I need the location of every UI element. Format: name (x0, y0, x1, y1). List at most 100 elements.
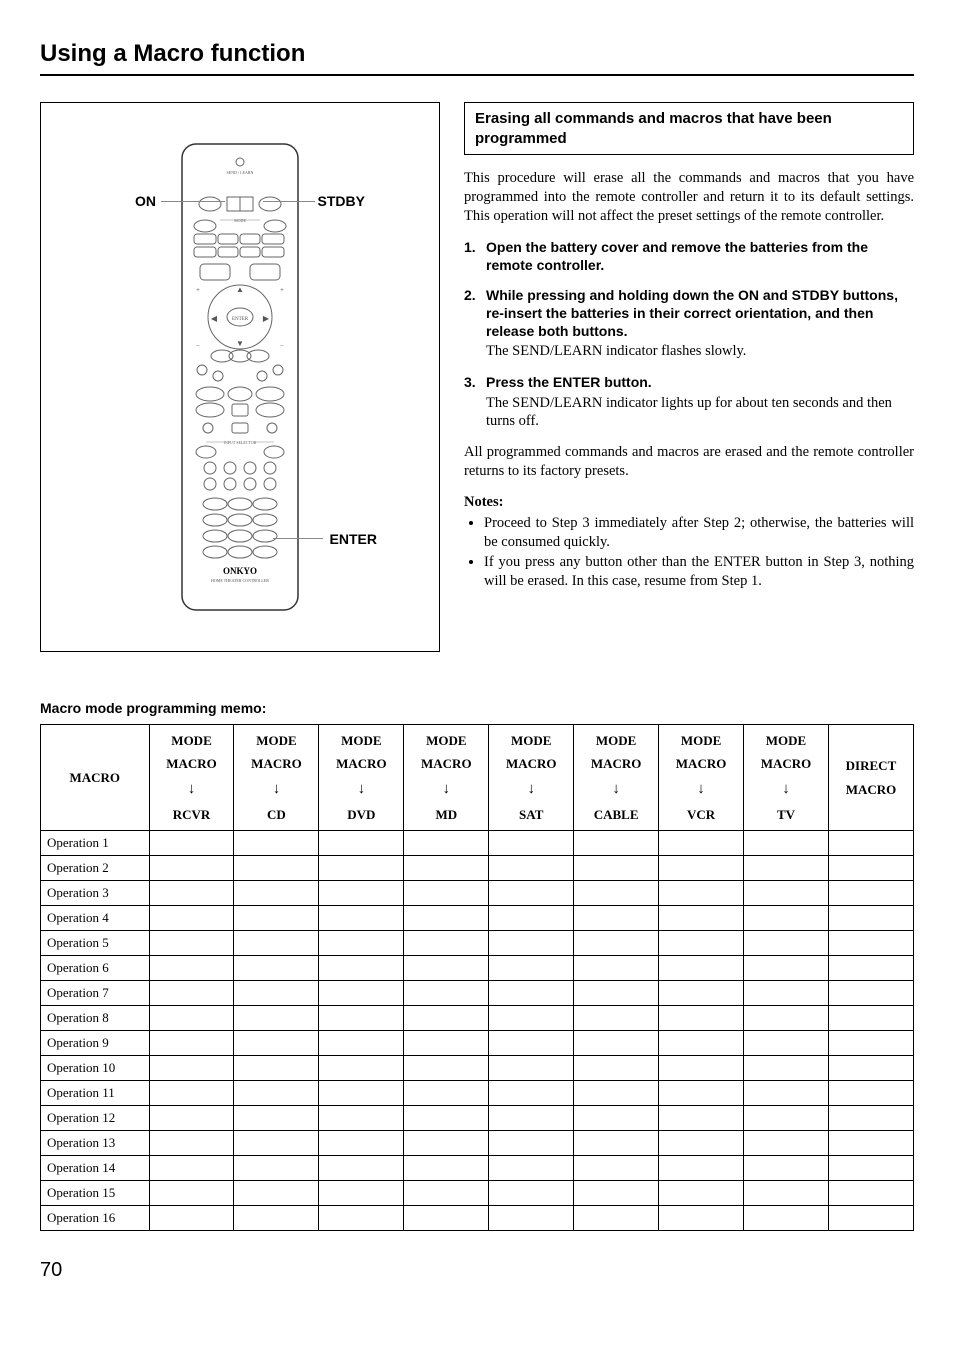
empty-cell (149, 1206, 234, 1231)
empty-cell (234, 1206, 319, 1231)
empty-cell (149, 956, 234, 981)
page-number: 70 (40, 1259, 914, 1282)
table-row: Operation 2 (41, 856, 914, 881)
empty-cell (319, 1081, 404, 1106)
empty-cell (404, 906, 489, 931)
empty-cell (659, 1031, 744, 1056)
col-head: MODEMACRO↓TV (744, 725, 829, 831)
empty-cell (574, 1056, 659, 1081)
svg-text:+: + (196, 286, 200, 294)
empty-cell (574, 1081, 659, 1106)
empty-cell (659, 931, 744, 956)
table-row: Operation 13 (41, 1131, 914, 1156)
empty-cell (659, 881, 744, 906)
empty-cell (404, 881, 489, 906)
empty-cell (828, 1031, 913, 1056)
empty-cell (574, 1181, 659, 1206)
callout-enter: ENTER (330, 531, 377, 547)
empty-cell (828, 1056, 913, 1081)
col-head: MODEMACRO↓DVD (319, 725, 404, 831)
empty-cell (489, 956, 574, 981)
empty-cell (828, 881, 913, 906)
empty-cell (404, 1181, 489, 1206)
callout-stdby: STDBY (318, 193, 365, 209)
empty-cell (404, 1031, 489, 1056)
empty-cell (319, 856, 404, 881)
empty-cell (828, 1206, 913, 1231)
empty-cell (404, 856, 489, 881)
empty-cell (744, 856, 829, 881)
empty-cell (744, 1106, 829, 1131)
empty-cell (319, 1156, 404, 1181)
empty-cell (404, 956, 489, 981)
empty-cell (319, 1006, 404, 1031)
step-head: While pressing and holding down the ON a… (486, 286, 914, 341)
step-head: Open the battery cover and remove the ba… (486, 238, 914, 274)
svg-text:+: + (280, 286, 284, 294)
empty-cell (828, 1156, 913, 1181)
two-column-layout: ON STDBY ENTER SEND / LEARN MODE (40, 102, 914, 652)
table-row: Operation 4 (41, 906, 914, 931)
col-head: MODEMACRO↓SAT (489, 725, 574, 831)
row-label: Operation 8 (41, 1006, 150, 1031)
empty-cell (744, 956, 829, 981)
svg-text:−: − (280, 342, 284, 350)
step-number: 2. (464, 286, 486, 361)
callout-line (161, 201, 225, 202)
step-number: 1. (464, 238, 486, 274)
step-number: 3. (464, 373, 486, 431)
empty-cell (149, 1056, 234, 1081)
empty-cell (319, 1031, 404, 1056)
svg-text:SEND / LEARN: SEND / LEARN (227, 170, 254, 175)
col-head: MODEMACRO↓RCVR (149, 725, 234, 831)
empty-cell (574, 906, 659, 931)
left-column: ON STDBY ENTER SEND / LEARN MODE (40, 102, 440, 652)
empty-cell (234, 856, 319, 881)
empty-cell (234, 956, 319, 981)
empty-cell (659, 1156, 744, 1181)
row-label: Operation 5 (41, 931, 150, 956)
empty-cell (744, 1031, 829, 1056)
empty-cell (828, 1006, 913, 1031)
svg-text:◀: ◀ (211, 314, 218, 323)
empty-cell (574, 931, 659, 956)
empty-cell (234, 1181, 319, 1206)
empty-cell (489, 981, 574, 1006)
empty-cell (489, 1181, 574, 1206)
empty-cell (828, 906, 913, 931)
svg-text:▲: ▲ (236, 285, 244, 294)
empty-cell (489, 1031, 574, 1056)
empty-cell (319, 956, 404, 981)
empty-cell (149, 1031, 234, 1056)
empty-cell (574, 956, 659, 981)
empty-cell (319, 1131, 404, 1156)
empty-cell (149, 931, 234, 956)
step-sub: The SEND/LEARN indicator flashes slowly. (486, 342, 914, 361)
table-row: Operation 9 (41, 1031, 914, 1056)
empty-cell (744, 1181, 829, 1206)
table-body: Operation 1Operation 2Operation 3Operati… (41, 831, 914, 1231)
remote-icon: SEND / LEARN MODE (180, 142, 300, 612)
empty-cell (404, 831, 489, 856)
table-row: Operation 5 (41, 931, 914, 956)
note-item: Proceed to Step 3 immediately after Step… (484, 514, 914, 552)
empty-cell (574, 881, 659, 906)
step-item: 3. Press the ENTER button. The SEND/LEAR… (464, 373, 914, 431)
empty-cell (404, 1156, 489, 1181)
corner-cell: MACRO (41, 725, 150, 831)
remote-figure: ON STDBY ENTER SEND / LEARN MODE (40, 102, 440, 652)
empty-cell (659, 1206, 744, 1231)
table-row: Operation 16 (41, 1206, 914, 1231)
memo-title: Macro mode programming memo: (40, 700, 914, 716)
memo-table: MACRO MODEMACRO↓RCVR MODEMACRO↓CD MODEMA… (40, 724, 914, 1231)
empty-cell (234, 1081, 319, 1106)
empty-cell (828, 831, 913, 856)
empty-cell (319, 1056, 404, 1081)
row-label: Operation 10 (41, 1056, 150, 1081)
empty-cell (489, 1081, 574, 1106)
intro-paragraph: This procedure will erase all the comman… (464, 169, 914, 226)
row-label: Operation 14 (41, 1156, 150, 1181)
row-label: Operation 13 (41, 1131, 150, 1156)
step-item: 2. While pressing and holding down the O… (464, 286, 914, 361)
empty-cell (234, 831, 319, 856)
